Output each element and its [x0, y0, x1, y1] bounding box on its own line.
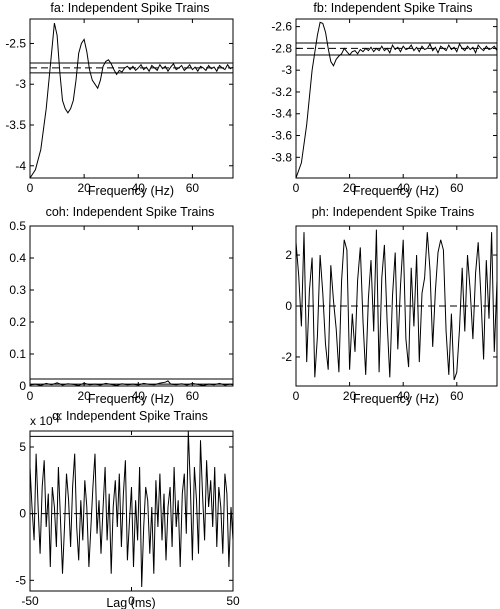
y-tick-label: -3.2 [271, 85, 292, 99]
x-tick-label: 60 [186, 181, 200, 195]
panel-coh-ticks: 0 20 40 60 0 0.1 0.2 0.3 0.4 0.5 [9, 219, 233, 403]
x-tick-label: 40 [132, 181, 146, 195]
x-tick-label: 20 [77, 181, 91, 195]
panel-coh-axes-frame [29, 225, 234, 387]
x-tick-label: 60 [450, 389, 464, 403]
y-tick-label: -4 [15, 159, 26, 173]
x-tick-label: 20 [343, 389, 357, 403]
panel-coh-series-line [29, 380, 234, 386]
y-tick-label: -2.8 [271, 41, 292, 55]
x-tick-label: 40 [397, 181, 411, 195]
panel-fb-ticks: 0 20 40 60 -3.8 -3.6 -3.4 -3.2 -3 -2.8 -2.6 [271, 19, 497, 195]
panel-ph: ph: Independent Spike Trains 0 20 40 60 -2 0 2… [281, 205, 498, 406]
x-tick-label: 40 [397, 389, 411, 403]
panel-fb-series-line [295, 21, 498, 179]
panel-fa-series-line [29, 22, 234, 179]
y-tick-label: 0.3 [9, 283, 26, 297]
panel-ph-ticks: 0 20 40 60 -2 0 2 [281, 226, 497, 403]
x-tick-label: -50 [21, 594, 39, 608]
y-tick-label: 0 [19, 379, 26, 393]
x-tick-label: 0 [293, 389, 300, 403]
panel-corr-xlabel: Lag (ms) [106, 596, 155, 609]
y-tick-label: -2.5 [5, 36, 26, 50]
panel-ph-series-line [295, 229, 498, 381]
panel-fb-axes-frame [295, 18, 498, 179]
x-tick-label: 0 [293, 181, 300, 195]
y-tick-label: 0.5 [9, 219, 26, 233]
panel-corr-exponent-label: x 10-3 [30, 412, 61, 428]
panel-coh-title: coh: Independent Spike Trains [46, 205, 215, 219]
y-tick-label: 0 [19, 507, 26, 521]
panel-corr-ticks: -50 0 50-505 [15, 431, 240, 608]
panel-corr-title: q: Independent Spike Trains [52, 409, 208, 423]
y-tick-label: -3.5 [5, 118, 26, 132]
panel-fb-title: fb: Independent Spike Trains [313, 1, 472, 15]
panel-fa-xlabel: Frequency (Hz) [88, 184, 174, 198]
panel-fa-axes-frame [29, 18, 234, 179]
exponent-base: x 10 [30, 414, 53, 428]
y-tick-label: -2.6 [271, 20, 292, 34]
x-tick-label: 0 [128, 594, 135, 608]
panel-corr: q: Independent Spike Trains x 10-3 -50 0 5… [15, 409, 240, 609]
y-tick-label: -3.6 [271, 129, 292, 143]
panel-fb-xlabel: Frequency (Hz) [353, 184, 439, 198]
y-tick-label: 0.2 [9, 315, 26, 329]
x-tick-label: 40 [132, 389, 146, 403]
y-tick-label: -3 [15, 77, 26, 91]
x-tick-label: 20 [77, 389, 91, 403]
panel-coh-reference-lines [30, 378, 233, 385]
panel-coh: coh: Independent Spike Trains 0 20 40 60 0 0.… [9, 205, 234, 406]
x-tick-label: 0 [27, 389, 34, 403]
y-tick-label: 0 [285, 299, 292, 313]
y-tick-label: 0.4 [9, 251, 26, 265]
panel-fa-title: fa: Independent Spike Trains [50, 1, 209, 15]
y-tick-label: -5 [15, 573, 26, 587]
y-tick-label: 0.1 [9, 347, 26, 361]
panel-ph-title: ph: Independent Spike Trains [312, 205, 475, 219]
x-tick-label: 60 [450, 181, 464, 195]
panel-fa: fa: Independent Spike Trains 0 20 40 60 -4 -3… [5, 1, 234, 198]
y-tick-label: -2 [281, 350, 292, 364]
y-tick-label: 5 [19, 440, 26, 454]
x-tick-label: 60 [186, 389, 200, 403]
y-tick-label: -3.8 [271, 150, 292, 164]
x-tick-label: 0 [27, 181, 34, 195]
panel-fb: fb: Independent Spike Trains 0 20 40 60 -3.8… [271, 1, 498, 198]
panel-fa-ticks: 0 20 40 60 -4 -3.5 -3 -2.5 [5, 19, 233, 195]
x-tick-label: 20 [343, 181, 357, 195]
panel-ph-xlabel: Frequency (Hz) [353, 392, 439, 406]
panel-corr-series-line [29, 430, 234, 588]
exponent-power: -3 [53, 412, 61, 422]
y-tick-label: -3.4 [271, 107, 292, 121]
panel-coh-xlabel: Frequency (Hz) [88, 392, 174, 406]
x-tick-label: 50 [226, 594, 240, 608]
y-tick-label: 2 [285, 248, 292, 262]
y-tick-label: -3 [281, 63, 292, 77]
